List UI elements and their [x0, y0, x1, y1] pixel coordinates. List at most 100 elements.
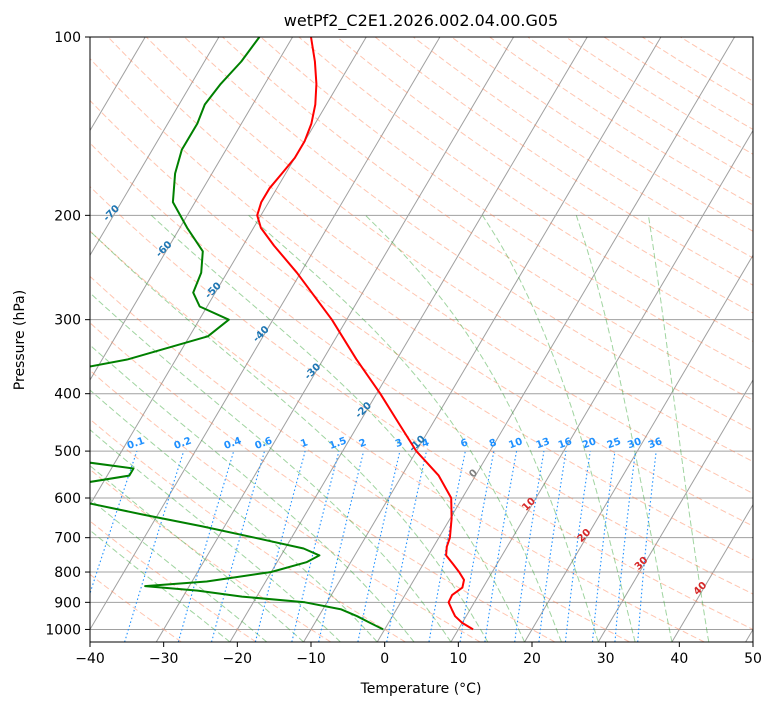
mixing-ratio-label: 20 [581, 436, 598, 451]
x-tick-label: 0 [380, 651, 389, 667]
y-tick-label: 1000 [45, 622, 81, 638]
plot-area: 0.10.20.40.611.52346810131620253036-100-… [0, 37, 753, 642]
x-tick-label: −20 [223, 651, 253, 667]
mixing-ratio-line [564, 451, 591, 642]
mixing-ratio-line [177, 450, 235, 642]
x-tick-label: 30 [597, 651, 615, 667]
dry-adiabat [90, 520, 257, 642]
x-tick-label: 10 [449, 651, 467, 667]
x-tick-label: 40 [670, 651, 688, 667]
x-tick-label: 20 [523, 651, 541, 667]
mixing-ratio-line [614, 451, 637, 642]
mixing-ratio-label: 3 [394, 437, 404, 450]
mixing-ratio-label: 0.2 [173, 436, 193, 452]
mixing-ratio-label: 8 [488, 437, 498, 450]
temperature-profile-line [256, 37, 474, 631]
y-axis-label: Pressure (hPa) [12, 290, 28, 390]
mixing-ratio-line [484, 450, 518, 642]
moist-adiabat [90, 465, 304, 642]
isotherm-line [524, 254, 753, 642]
isotherm-line [671, 503, 753, 642]
moist-adiabat [365, 214, 599, 642]
moist-adiabat [248, 214, 562, 642]
dry-adiabat [90, 369, 481, 642]
mixing-ratio-label: 1.5 [328, 436, 348, 452]
isotherm-label: -90 [0, 129, 19, 150]
x-tick-label: −10 [296, 651, 326, 667]
dry-adiabat [374, 37, 753, 286]
x-tick-label: −30 [149, 651, 179, 667]
mixing-ratio-label: 30 [626, 436, 643, 451]
dry-adiabat [260, 37, 753, 371]
mixing-ratio-label: 0.4 [223, 436, 243, 452]
isotherm-line [155, 37, 515, 642]
mixing-ratio-line [591, 451, 616, 642]
dry-adiabat [565, 37, 753, 155]
mixing-ratio-line [124, 450, 185, 642]
isotherm-label: 0 [467, 467, 480, 480]
moist-adiabat [647, 215, 710, 642]
dry-adiabat [90, 275, 630, 642]
mixing-ratio-line [254, 450, 306, 642]
axes: −40 −30 −20 −10 0 10 20 30 40 5010020030040050060… [45, 30, 762, 667]
isotherm-line [90, 37, 294, 381]
dewpoint-profile-line [90, 37, 384, 631]
isotherm-line [90, 37, 441, 631]
isotherm-line [90, 37, 220, 257]
dry-adiabat [107, 37, 753, 495]
mixing-ratio-label: 36 [647, 436, 664, 451]
dry-adiabat [451, 37, 753, 232]
y-tick-label: 100 [54, 30, 81, 46]
mixing-ratio-line [637, 451, 657, 642]
mixing-ratio-line [291, 450, 340, 642]
moist-adiabat [90, 498, 268, 642]
isotherm-line [376, 37, 736, 642]
mixing-ratio-label: 0.6 [253, 436, 273, 452]
isotherm-line [90, 37, 367, 506]
isotherm-line [229, 37, 588, 642]
dry-adiabat [298, 37, 753, 342]
dry-adiabat [90, 57, 753, 527]
moist-adiabat [575, 215, 673, 642]
dry-adiabat [489, 37, 753, 206]
y-tick-label: 300 [54, 313, 81, 329]
y-tick-label: 200 [54, 208, 81, 224]
moist-adiabat [90, 344, 415, 642]
mixing-ratio-label: 13 [535, 436, 552, 451]
dry-adiabat [90, 99, 753, 561]
dry-adiabat [90, 468, 332, 642]
isotherm-line [597, 379, 753, 642]
mixing-ratio-label: 6 [459, 437, 469, 450]
mixing-ratio-label: 2 [358, 437, 368, 450]
mixing-ratio-line [538, 451, 567, 642]
y-tick-label: 900 [54, 595, 81, 611]
moist-adiabat [90, 230, 489, 642]
mixing-ratio-line [318, 450, 365, 642]
dry-adiabat [222, 37, 753, 401]
mixing-ratio-line [386, 450, 428, 642]
mixing-ratio-label: 1 [299, 437, 309, 450]
dry-adiabat [90, 322, 556, 642]
y-tick-label: 700 [54, 531, 81, 547]
y-tick-label: 800 [54, 565, 81, 581]
dry-adiabat [90, 185, 753, 630]
chart-title: wetPf2_C2E1.2026.002.04.00.G05 [284, 11, 558, 31]
moist-adiabat [481, 215, 636, 642]
mixing-ratio-line [514, 451, 545, 642]
isotherm-line [303, 37, 662, 642]
x-axis-label: Temperature (°C) [360, 681, 482, 697]
isotherm-line [0, 37, 72, 642]
moist-adiabat [90, 292, 452, 642]
dry-adiabat [412, 37, 753, 259]
moist-adiabat [90, 529, 231, 642]
mixing-ratio-label: 10 [507, 436, 524, 451]
dry-adiabat [184, 37, 753, 432]
mixing-ratio-label: 16 [557, 436, 574, 451]
isotherm-label: -80 [48, 169, 69, 190]
dry-adiabat [90, 230, 705, 642]
y-tick-label: 600 [54, 491, 81, 507]
mixing-ratio-line [210, 450, 266, 642]
dry-adiabat [145, 37, 753, 463]
mixing-ratio-label: 4 [420, 437, 430, 450]
